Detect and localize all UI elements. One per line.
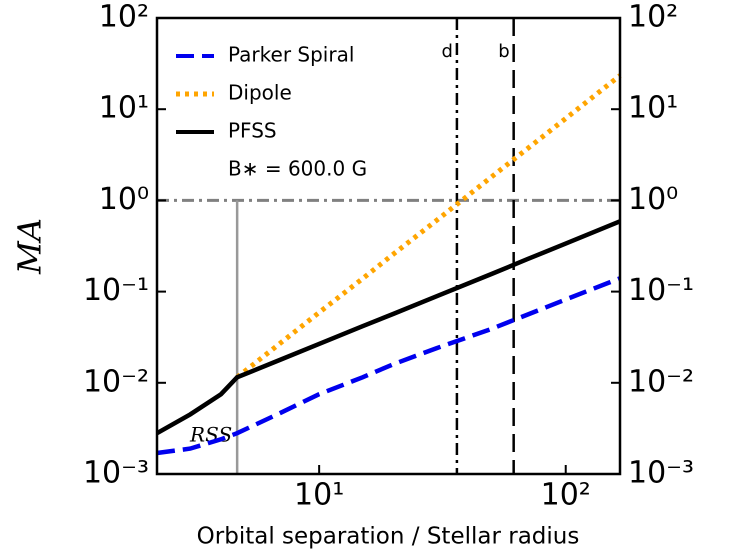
x-tick-label: 10¹	[294, 478, 344, 513]
y-axis-label: MA	[11, 218, 49, 275]
y2-tick-label: 10²	[628, 0, 678, 35]
y2-tick-label: 10⁻²	[628, 364, 694, 399]
legend-label: Dipole	[228, 81, 292, 105]
series-line	[235, 73, 622, 380]
legend-label: PFSS	[228, 119, 277, 143]
y2-tick-label: 10⁻¹	[628, 273, 694, 308]
y2-tick-label: 10⁻³	[628, 456, 694, 491]
x-axis-label: Orbital separation / Stellar radius	[197, 524, 580, 550]
y2-tick-label: 10¹	[628, 91, 678, 126]
x-tick-label: 10²	[541, 478, 591, 513]
y-tick-label: 10⁰	[99, 182, 149, 217]
y-tick-label: 10⁻³	[83, 456, 149, 491]
planet-label: d	[441, 41, 452, 62]
y-tick-label: 10²	[99, 0, 149, 35]
plot-frame	[155, 16, 622, 476]
series-line	[155, 219, 621, 436]
planet-label: b	[498, 41, 509, 62]
legend-label: Parker Spiral	[228, 43, 354, 67]
y-tick-label: 10⁻²	[83, 364, 149, 399]
legend-note: B∗ = 600.0 G	[228, 157, 367, 181]
series-line	[156, 276, 621, 456]
y2-tick-label: 10⁰	[628, 182, 678, 217]
y-tick-label: 10¹	[99, 91, 149, 126]
y-tick-label: 10⁻¹	[83, 273, 149, 308]
